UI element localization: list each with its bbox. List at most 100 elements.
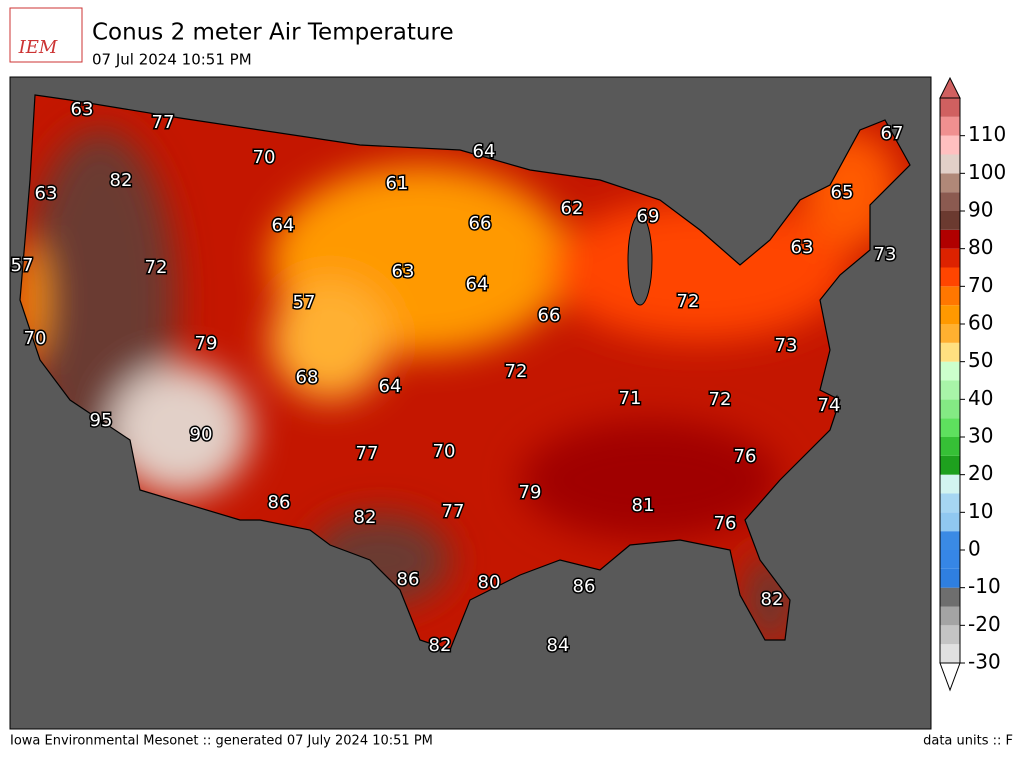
colorbar-segment bbox=[940, 324, 960, 343]
colorbar-tick-label: 10 bbox=[968, 499, 993, 523]
temperature-label: 64 bbox=[466, 274, 489, 295]
footer-left: Iowa Environmental Mesonet :: generated … bbox=[10, 734, 433, 749]
colorbar-segment bbox=[940, 625, 960, 645]
colorbar-segment bbox=[940, 229, 960, 249]
temperature-label: 76 bbox=[714, 513, 737, 534]
colorbar-tick-label: -10 bbox=[968, 574, 1001, 598]
colorbar-segment bbox=[940, 493, 960, 513]
temperature-label: 82 bbox=[429, 635, 452, 656]
logo-text: IEM bbox=[18, 37, 58, 58]
colorbar-segment bbox=[940, 173, 960, 193]
temperature-label: 90 bbox=[190, 424, 213, 445]
temperature-label: 67 bbox=[881, 123, 904, 144]
colorbar-segment bbox=[940, 361, 960, 381]
temperature-label: 69 bbox=[637, 206, 660, 227]
temperature-label: 66 bbox=[538, 305, 561, 326]
colorbar-segment bbox=[940, 512, 960, 532]
colorbar-segment bbox=[940, 568, 960, 588]
temperature-label: 64 bbox=[379, 376, 402, 397]
colorbar: -30 -20 -10 0 10 20 30 40 50 60 70 80 90 100 110 bbox=[939, 76, 1006, 692]
colorbar-segment bbox=[940, 474, 960, 494]
temperature-label: 86 bbox=[573, 576, 596, 597]
temperature-label: 63 bbox=[392, 261, 415, 282]
temperature-label: 95 bbox=[90, 410, 113, 431]
colorbar-segment bbox=[940, 192, 960, 211]
colorbar-tick-label: 70 bbox=[968, 273, 993, 297]
colorbar-tick-label: 60 bbox=[968, 311, 993, 335]
colorbar-segment bbox=[940, 399, 960, 419]
colorbar-frame bbox=[939, 97, 961, 664]
colorbar-arrow bbox=[939, 76, 961, 99]
colorbar-tick-label: 100 bbox=[968, 160, 1006, 184]
colorbar-tick-label: 80 bbox=[968, 235, 993, 259]
temperature-label: 62 bbox=[561, 198, 584, 219]
colorbar-tick-label: 20 bbox=[968, 461, 993, 485]
colorbar-segment bbox=[940, 418, 960, 437]
temperature-label: 63 bbox=[791, 237, 814, 258]
colorbar-segment bbox=[940, 531, 960, 550]
colorbar-segment bbox=[940, 154, 960, 174]
temperature-label: 76 bbox=[734, 446, 757, 467]
logo: IEM bbox=[9, 7, 83, 63]
map bbox=[9, 76, 932, 730]
colorbar-segment bbox=[940, 587, 960, 607]
colorbar-tick-label: 40 bbox=[968, 386, 993, 410]
temperature-label: 82 bbox=[110, 170, 133, 191]
colorbar-tick-label: 110 bbox=[968, 122, 1006, 146]
temperature-label: 64 bbox=[272, 215, 295, 236]
temperature-label: 81 bbox=[632, 495, 655, 516]
temperature-label: 77 bbox=[442, 501, 465, 522]
colorbar-tick-label: 90 bbox=[968, 198, 993, 222]
temperature-label: 66 bbox=[469, 213, 492, 234]
temperature-label: 70 bbox=[24, 328, 47, 349]
map-labels: 63 77 70 64 67 82 61 63 62 69 65 64 66 63 73 57 72 63 64 72… bbox=[9, 98, 905, 658]
temperature-label: 84 bbox=[547, 635, 570, 656]
footer-right: data units :: F bbox=[923, 734, 1013, 749]
temperature-label: 74 bbox=[818, 395, 841, 416]
temperature-label: 73 bbox=[874, 244, 897, 265]
temperature-label: 86 bbox=[397, 569, 420, 590]
colorbar-tick-label: -20 bbox=[968, 612, 1001, 636]
colorbar-segment bbox=[940, 305, 960, 324]
temperature-label: 57 bbox=[293, 292, 316, 313]
colorbar-segment bbox=[940, 98, 960, 117]
temperature-label: 73 bbox=[775, 335, 798, 356]
colorbar-segment bbox=[940, 455, 960, 475]
temperature-label: 64 bbox=[473, 141, 496, 162]
colorbar-segment bbox=[940, 380, 960, 400]
temperature-label: 77 bbox=[356, 443, 379, 464]
colorbar-tick-label: 0 bbox=[968, 537, 981, 561]
colorbar-segment bbox=[940, 342, 960, 362]
temperature-label: 77 bbox=[152, 112, 175, 133]
temperature-label: 65 bbox=[831, 182, 854, 203]
colorbar-segment bbox=[940, 606, 960, 626]
temperature-label: 70 bbox=[433, 441, 456, 462]
colorbar-segment bbox=[940, 267, 960, 287]
colorbar-segment bbox=[940, 211, 960, 230]
temperature-label: 72 bbox=[709, 389, 732, 410]
temperature-label: 82 bbox=[761, 589, 784, 610]
temperature-label: 72 bbox=[677, 291, 700, 312]
colorbar-arrow bbox=[939, 662, 961, 692]
temperature-label: 72 bbox=[505, 361, 528, 382]
title: Conus 2 meter Air Temperature bbox=[92, 20, 454, 46]
subtitle: 07 Jul 2024 10:51 PM bbox=[92, 51, 252, 69]
temperature-label: 72 bbox=[145, 257, 168, 278]
temperature-label: 70 bbox=[253, 147, 276, 168]
temperature-label: 63 bbox=[71, 99, 94, 120]
colorbar-segment bbox=[940, 437, 960, 456]
colorbar-segment bbox=[940, 286, 960, 306]
temperature-label: 86 bbox=[268, 492, 291, 513]
temperature-label: 61 bbox=[386, 173, 409, 194]
colorbar-tick-label: 30 bbox=[968, 424, 993, 448]
temperature-label: 71 bbox=[619, 388, 642, 409]
colorbar-segment bbox=[940, 644, 960, 663]
temperature-label: 80 bbox=[478, 572, 501, 593]
colorbar-tick-label: 50 bbox=[968, 348, 993, 372]
temperature-label: 68 bbox=[296, 367, 319, 388]
colorbar-tick-label: -30 bbox=[968, 650, 1001, 674]
colorbar-segment bbox=[940, 116, 960, 136]
temperature-label: 79 bbox=[519, 482, 542, 503]
colorbar-segment bbox=[940, 135, 960, 155]
